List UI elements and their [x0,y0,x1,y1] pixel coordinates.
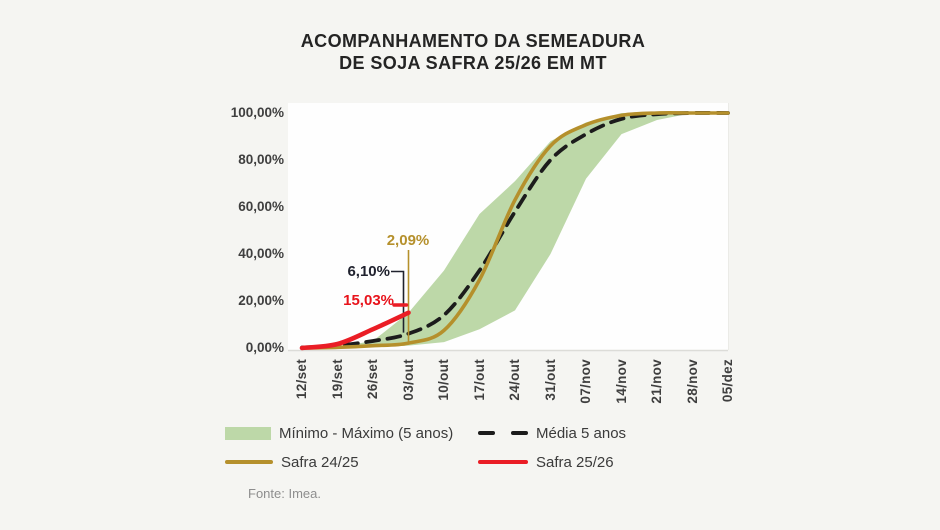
y-axis-label: 20,00% [238,293,284,308]
media-annotation-connector [391,270,405,333]
x-axis-label: 19/set [329,359,345,400]
x-axis-label: 14/nov [613,359,629,404]
x-axis-label: 03/out [400,359,416,401]
y-axis-label: 0,00% [245,340,284,355]
red-line-swatch-icon [478,459,528,465]
band-swatch-icon [225,426,271,440]
x-axis-label: 24/out [507,359,522,401]
y-axis-label: 40,00% [238,246,284,261]
dashed-line-swatch-icon [478,430,528,436]
safra-25-26-line [299,310,411,351]
x-axis-label: 26/set [365,359,380,400]
gold-line-swatch-icon [225,460,273,464]
y-axis-label: 60,00% [238,199,284,214]
x-axis-label: 21/nov [649,359,664,404]
legend-item-min-max: Mínimo - Máximo (5 anos) [225,423,453,443]
y-axis-label: 80,00% [238,152,284,167]
legend-item-media: Média 5 anos [478,423,626,443]
x-axis-label: 28/nov [684,359,700,404]
y-axis-label: 100,00% [230,105,284,120]
legend: Mínimo - Máximo (5 anos) Média 5 anos Sa… [225,423,695,481]
legend-item-safra-24-25: Safra 24/25 [225,452,359,472]
legend-label-media: Média 5 anos [536,424,627,442]
x-axis-label: 07/nov [578,359,593,404]
chart-title: ACOMPANHAMENTO DA SEMEADURA DE SOJA SAFR… [140,30,806,74]
x-axis-label: 31/out [542,359,558,401]
source-text: Fonte: Imea. [248,486,321,501]
safra-24-25-line [300,111,730,350]
legend-label-min-max: Mínimo - Máximo (5 anos) [279,424,454,442]
legend-label-safra-25-26: Safra 25/26 [536,453,614,471]
x-axis-label: 12/set [294,359,309,400]
annotation-safra-25-26: 15,03% [343,292,394,309]
annotation-safra-24-25: 2,09% [386,232,430,249]
min-max-band [302,113,728,348]
legend-label-safra-24-25: Safra 24/25 [281,453,359,471]
x-axis-label: 10/out [436,359,451,401]
chart-title-line1: ACOMPANHAMENTO DA SEMEADURA [300,31,646,51]
chart-title-line2: DE SOJA SAFRA 25/26 EM MT [339,53,607,73]
annotation-media-5-anos: 6,10% [347,263,390,280]
x-axis-label: 17/out [471,359,487,401]
legend-item-safra-25-26: Safra 25/26 [478,452,614,472]
x-axis-label: 05/dez [720,359,735,403]
